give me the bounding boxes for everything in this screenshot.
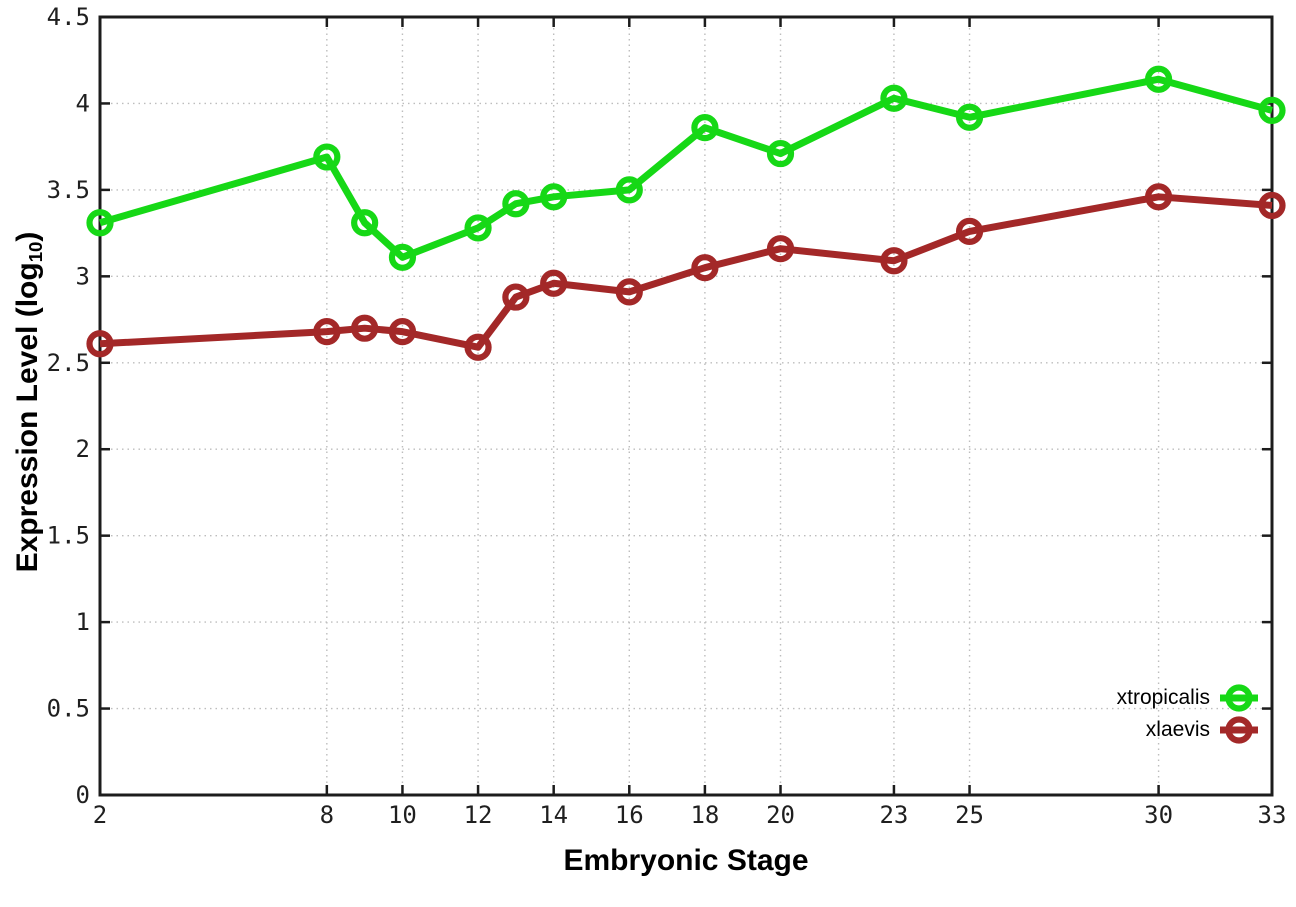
- x-tick-label: 30: [1144, 801, 1173, 829]
- y-tick-label: 4.5: [47, 3, 90, 31]
- data-point-xtropicalis: [540, 183, 568, 211]
- data-point-xlaevis: [1144, 183, 1173, 211]
- data-point-xlaevis: [880, 247, 908, 275]
- data-point-xtropicalis: [351, 209, 379, 237]
- y-tick-label: 2.5: [47, 349, 90, 377]
- y-axis-title-subscript: 10: [25, 241, 47, 263]
- data-point-xlaevis: [388, 318, 417, 346]
- y-axis-title-close: ): [11, 231, 44, 242]
- legend-label: xlaevis: [1145, 718, 1210, 741]
- data-point-xlaevis: [766, 235, 795, 263]
- data-point-xtropicalis: [615, 176, 643, 204]
- legend-label: xtropicalis: [1116, 686, 1210, 709]
- legend-item-xlaevis: xlaevis: [1117, 714, 1258, 746]
- data-point-xtropicalis: [880, 84, 908, 112]
- x-tick-label: 14: [539, 801, 568, 829]
- x-tick-label: 20: [766, 801, 795, 829]
- data-point-xlaevis: [691, 254, 719, 282]
- y-tick-label: 3.5: [47, 176, 90, 204]
- y-tick-label: 1: [76, 608, 90, 636]
- y-axis-title: Expression Level (log10): [8, 162, 48, 642]
- y-tick-label: 1.5: [47, 522, 90, 550]
- data-point-xlaevis: [615, 278, 643, 306]
- data-point-xlaevis: [464, 333, 492, 361]
- x-tick-label: 8: [320, 801, 334, 829]
- data-point-xlaevis: [540, 269, 568, 297]
- x-tick-label: 25: [955, 801, 984, 829]
- data-point-xlaevis: [955, 217, 984, 245]
- x-tick-label: 33: [1258, 801, 1287, 829]
- series-line-xtropicalis: [99, 75, 1273, 261]
- data-point-xtropicalis: [1258, 96, 1286, 124]
- data-point-xtropicalis: [691, 114, 719, 142]
- data-point-xlaevis: [313, 318, 341, 346]
- y-tick-label: 0.5: [47, 695, 90, 723]
- x-tick-label: 16: [615, 801, 644, 829]
- y-tick-label: 0: [76, 781, 90, 809]
- data-point-xtropicalis: [388, 243, 417, 271]
- data-point-xlaevis: [502, 283, 530, 311]
- x-tick-label: 10: [388, 801, 417, 829]
- legend-item-xtropicalis: xtropicalis: [1117, 682, 1258, 714]
- plot-border: [98, 15, 1274, 797]
- x-tick-label: 12: [464, 801, 493, 829]
- legend: xtropicalis xlaevis: [1117, 682, 1258, 746]
- y-tick-label: 3: [76, 262, 90, 290]
- data-point-xtropicalis: [1144, 65, 1173, 93]
- data-point-xlaevis: [1258, 191, 1286, 220]
- x-axis-title: Embryonic Stage: [563, 844, 809, 877]
- data-point-xtropicalis: [464, 214, 492, 242]
- data-point-xtropicalis: [86, 209, 114, 237]
- y-axis-title-text: Expression Level (log: [11, 262, 44, 573]
- data-point-xtropicalis: [955, 103, 984, 131]
- data-point-xlaevis: [351, 314, 379, 342]
- data-point-xtropicalis: [502, 190, 530, 218]
- x-tick-label: 2: [93, 801, 107, 829]
- legend-marker-icon: [1220, 716, 1258, 744]
- series-line-xlaevis: [99, 193, 1273, 351]
- data-point-xtropicalis: [766, 139, 795, 168]
- x-tick-label: 23: [879, 801, 908, 829]
- y-tick-label: 2: [76, 435, 90, 463]
- y-tick-label: 4: [76, 89, 90, 117]
- data-point-xlaevis: [86, 330, 114, 358]
- legend-marker-icon: [1220, 684, 1258, 712]
- data-point-xtropicalis: [313, 143, 341, 171]
- x-tick-label: 18: [690, 801, 719, 829]
